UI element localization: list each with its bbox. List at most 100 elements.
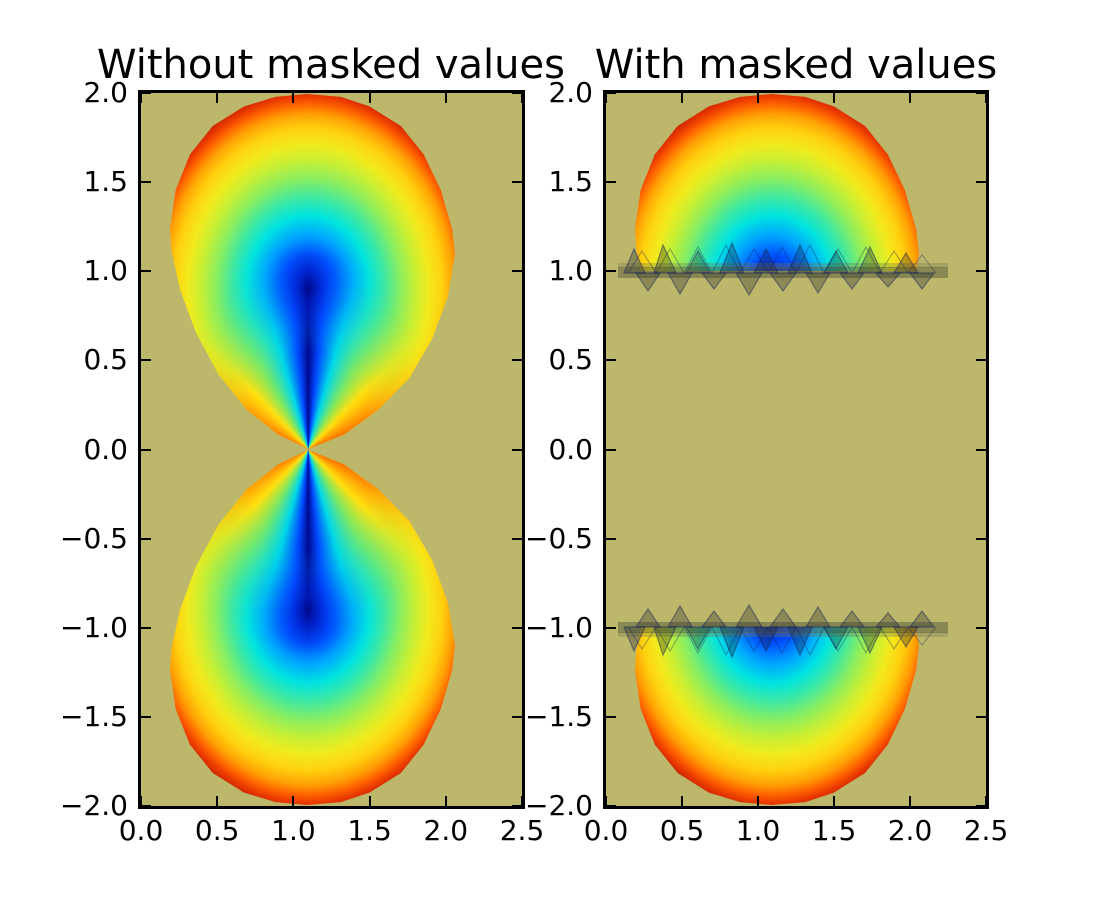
tick-mark xyxy=(985,93,986,103)
x-tick-label: 2.0 xyxy=(887,814,933,847)
tick-mark xyxy=(606,448,616,451)
tick-mark xyxy=(141,448,151,451)
upper-dome-crop xyxy=(635,94,919,271)
y-tick-label: 0.0 xyxy=(548,432,593,466)
tick-mark xyxy=(141,93,142,103)
tick-mark xyxy=(444,93,447,103)
x-tick-label: 1.0 xyxy=(735,814,781,847)
tick-mark xyxy=(681,796,683,806)
x-tick-label: 0.5 xyxy=(194,814,240,847)
y-tick-label: 2.0 xyxy=(83,76,128,109)
tick-mark xyxy=(976,448,986,451)
tick-mark xyxy=(141,93,151,94)
x-tick-label: 0.5 xyxy=(659,814,705,847)
tick-mark xyxy=(833,796,835,806)
tick-mark xyxy=(976,715,986,718)
tick-mark xyxy=(368,796,371,806)
tick-mark xyxy=(512,626,522,629)
y-tick-label: −2.0 xyxy=(60,789,128,822)
tick-mark xyxy=(606,626,616,629)
tick-mark xyxy=(512,270,522,273)
tick-mark xyxy=(141,181,151,184)
tick-mark xyxy=(512,181,522,184)
tick-mark xyxy=(606,181,616,184)
tick-mark xyxy=(976,805,986,806)
tick-mark xyxy=(976,270,986,273)
tick-mark xyxy=(512,448,522,451)
tick-mark xyxy=(606,796,607,806)
upper-dome-mesh xyxy=(635,94,919,271)
y-tick-label: 1.5 xyxy=(83,165,128,199)
tick-mark xyxy=(909,796,911,806)
upper-lobe xyxy=(170,94,455,449)
tick-mark xyxy=(976,93,986,94)
tick-mark xyxy=(976,359,986,362)
tick-mark xyxy=(141,805,151,806)
y-tick-label: −0.5 xyxy=(60,521,128,555)
tick-mark xyxy=(216,796,219,806)
tick-mark xyxy=(985,796,986,806)
tick-mark xyxy=(141,270,151,273)
x-tick-label: 2.0 xyxy=(423,814,469,847)
lower-bowl-mesh xyxy=(635,627,919,805)
x-tick-label: 1.5 xyxy=(811,814,857,847)
subplot-title-left: Without masked values xyxy=(97,42,565,88)
tick-mark xyxy=(512,537,522,540)
tick-mark xyxy=(512,805,522,806)
tick-mark xyxy=(141,359,151,362)
lower-lobe-pinch-fan xyxy=(170,450,455,805)
tick-mark xyxy=(606,715,616,718)
x-tick-label: 2.5 xyxy=(963,814,1009,847)
axes-with-masked[interactable] xyxy=(603,90,989,809)
tick-mark xyxy=(606,805,616,806)
lower-lobe xyxy=(170,450,455,805)
tick-mark xyxy=(681,93,683,103)
tick-mark xyxy=(606,359,616,362)
y-tick-label: 1.0 xyxy=(83,254,128,288)
tick-mark xyxy=(976,181,986,184)
x-tick-label: 1.0 xyxy=(271,814,316,847)
tick-mark xyxy=(976,626,986,629)
subplot-title-right: With masked values xyxy=(594,42,998,88)
tick-mark xyxy=(216,93,219,103)
y-tick-label: −2.0 xyxy=(525,789,593,822)
tick-mark xyxy=(512,359,522,362)
tick-mark xyxy=(909,93,911,103)
tick-mark xyxy=(141,796,142,806)
y-tick-label: 0.0 xyxy=(83,432,128,466)
tick-mark xyxy=(141,715,151,718)
tick-mark xyxy=(368,93,371,103)
tick-mark xyxy=(444,796,447,806)
tick-mark xyxy=(757,93,759,103)
tick-mark xyxy=(141,626,151,629)
y-tick-label: −1.0 xyxy=(525,610,593,644)
y-tick-label: 0.5 xyxy=(548,343,593,377)
tick-mark xyxy=(512,715,522,718)
lower-bowl-crop xyxy=(635,627,919,805)
tick-mark xyxy=(833,93,835,103)
tick-mark xyxy=(606,93,607,103)
y-tick-label: −0.5 xyxy=(525,521,593,555)
y-tick-label: −1.5 xyxy=(60,699,128,733)
y-tick-label: 2.0 xyxy=(548,76,593,109)
tick-mark xyxy=(606,93,616,94)
y-tick-label: 0.5 xyxy=(83,343,128,377)
tick-mark xyxy=(292,796,295,806)
upper-lobe-pinch-fan xyxy=(170,94,455,449)
tick-mark xyxy=(976,537,986,540)
x-tick-label: 0.0 xyxy=(583,814,629,847)
tick-mark xyxy=(521,93,522,103)
tick-mark xyxy=(521,796,522,806)
x-tick-label: 0.0 xyxy=(118,814,164,847)
y-tick-label: 1.0 xyxy=(548,254,593,288)
tick-mark xyxy=(757,796,759,806)
x-tick-label: 1.5 xyxy=(347,814,392,847)
axes-without-masked[interactable] xyxy=(138,90,525,809)
x-tick-label: 2.5 xyxy=(499,814,545,847)
tick-mark xyxy=(512,93,522,94)
y-tick-label: 1.5 xyxy=(548,165,593,199)
tick-mark xyxy=(606,270,616,273)
tick-mark xyxy=(292,93,295,103)
tick-mark xyxy=(141,537,151,540)
